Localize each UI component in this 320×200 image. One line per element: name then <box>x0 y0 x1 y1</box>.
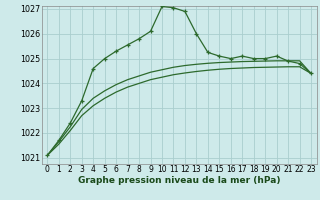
X-axis label: Graphe pression niveau de la mer (hPa): Graphe pression niveau de la mer (hPa) <box>78 176 280 185</box>
